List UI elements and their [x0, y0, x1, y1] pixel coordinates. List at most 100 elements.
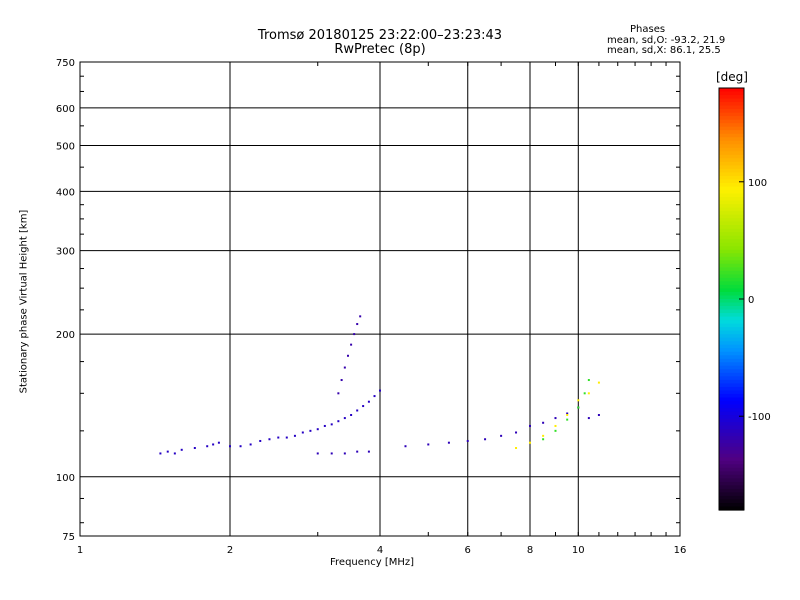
echo-point [359, 315, 362, 318]
y-tick-label: 100 [56, 473, 75, 484]
colorbar-band [719, 302, 744, 307]
echo-point [466, 439, 469, 442]
echo-point [159, 452, 162, 455]
colorbar-band [719, 464, 744, 469]
echo-point [323, 424, 326, 427]
colorbar-band [719, 453, 744, 458]
x-tick-label: 1 [77, 545, 83, 556]
echo-point [587, 392, 590, 395]
colorbar-band [719, 197, 744, 202]
echo-point [268, 438, 271, 441]
colorbar-band [719, 133, 744, 138]
colorbar-band [719, 481, 744, 486]
colorbar-band [719, 218, 744, 223]
colorbar-band [719, 119, 744, 124]
colorbar-band [719, 369, 744, 374]
y-tick-label: 300 [56, 247, 75, 258]
colorbar-band [719, 327, 744, 332]
echo-point [577, 399, 580, 402]
colorbar-band [719, 137, 744, 142]
echo-point [515, 447, 518, 450]
colorbar-band [719, 429, 744, 434]
colorbar-band [719, 95, 744, 100]
colorbar-band [719, 140, 744, 145]
colorbar-band [719, 102, 744, 107]
echo-point [330, 423, 333, 426]
colorbar-band [719, 123, 744, 128]
echo-point [356, 323, 359, 326]
colorbar-band [719, 228, 744, 233]
echo-point [206, 445, 209, 448]
x-tick-label: 8 [527, 545, 533, 556]
colorbar-band [719, 179, 744, 184]
colorbar-band [719, 478, 744, 483]
colorbar-band [719, 358, 744, 363]
echo-point [193, 447, 196, 450]
echo-point [239, 445, 242, 448]
echo-point [346, 354, 349, 357]
echo-point [316, 452, 319, 455]
colorbar-band [719, 281, 744, 286]
colorbar-band [719, 450, 744, 455]
colorbar-band [719, 337, 744, 342]
x-tick-label: 2 [227, 545, 233, 556]
echo-point [343, 366, 346, 369]
echo-point [515, 431, 518, 434]
colorbar-band [719, 334, 744, 339]
colorbar-band [719, 158, 744, 163]
echo-point [367, 450, 370, 453]
colorbar-band [719, 284, 744, 290]
colorbar-band [719, 393, 744, 399]
stats-line-x: mean, sd,X: 86.1, 25.5 [607, 45, 721, 56]
chart-title: Tromsø 20180125 23:22:00–23:23:43 [257, 28, 503, 43]
colorbar-band [719, 323, 744, 328]
echo-point [554, 429, 557, 432]
colorbar-band [719, 214, 744, 219]
colorbar-band [719, 425, 744, 430]
echo-point [379, 389, 381, 392]
y-axis-label: Stationary phase Virtual Height [km] [18, 209, 30, 394]
echo-point [285, 436, 288, 439]
echo-point [542, 421, 545, 424]
colorbar-band [719, 211, 744, 216]
echo-point [249, 443, 252, 446]
colorbar-band [719, 488, 744, 494]
colorbar-band [719, 277, 744, 283]
colorbar-band [719, 376, 744, 381]
x-tick-label: 10 [572, 545, 585, 556]
echo-point [484, 438, 487, 441]
echo-point [500, 434, 503, 437]
colorbar-band [719, 422, 744, 427]
colorbar-band [719, 499, 744, 504]
colorbar-band [719, 295, 744, 300]
echo-point [337, 392, 340, 395]
echo-point [404, 445, 407, 448]
colorbar-band [719, 400, 744, 406]
echo-point [554, 424, 557, 427]
colorbar-band [719, 457, 744, 462]
colorbar-band [719, 316, 744, 321]
colorbar-band [719, 130, 744, 135]
colorbar-band [719, 232, 744, 237]
colorbar-band [719, 330, 744, 335]
colorbar-band [719, 263, 744, 268]
colorbar-band [719, 474, 744, 479]
echo-point [542, 434, 545, 437]
colorbar-band [719, 116, 744, 121]
echo-point [583, 392, 586, 395]
echo-point [597, 381, 600, 384]
echo-point [350, 414, 353, 417]
colorbar-band [719, 299, 744, 304]
y-tick-label: 400 [56, 187, 75, 198]
echo-point [356, 450, 359, 453]
echo-point [259, 439, 262, 442]
colorbar-band [719, 351, 744, 356]
colorbar-band [719, 239, 744, 244]
plot-frame [79, 61, 681, 537]
colorbar-band [719, 270, 744, 275]
colorbar-band [719, 288, 744, 293]
colorbar-band [719, 495, 744, 501]
colorbar-band [719, 193, 744, 198]
colorbar-label: [deg] [716, 70, 748, 84]
colorbar-band [719, 204, 744, 209]
